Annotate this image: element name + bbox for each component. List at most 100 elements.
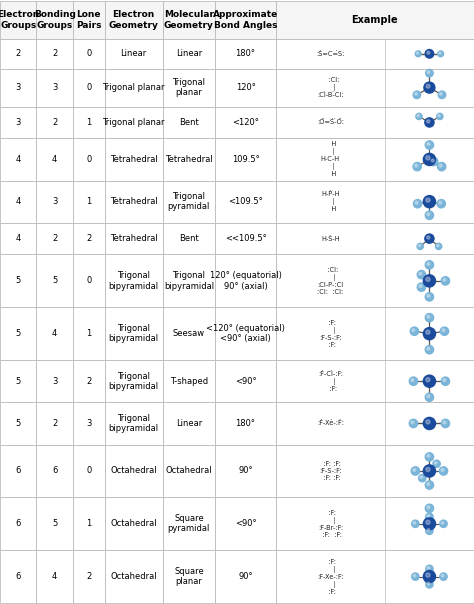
Text: <120° (equatorial)
<90° (axial): <120° (equatorial) <90° (axial): [206, 324, 285, 344]
Circle shape: [426, 378, 430, 382]
Circle shape: [427, 567, 430, 569]
Bar: [36, 1, 73, 39]
Circle shape: [426, 467, 430, 472]
Circle shape: [426, 85, 430, 88]
Bar: [215, 497, 276, 550]
Circle shape: [425, 141, 434, 149]
Bar: [105, 550, 163, 603]
Circle shape: [427, 143, 430, 146]
Text: 5: 5: [16, 329, 21, 338]
Circle shape: [426, 330, 430, 334]
Circle shape: [417, 271, 426, 279]
Text: 120°: 120°: [236, 83, 255, 92]
Circle shape: [427, 236, 430, 239]
Circle shape: [410, 327, 419, 335]
Text: 4: 4: [16, 155, 21, 164]
Text: Molecular
Geometry: Molecular Geometry: [164, 10, 214, 30]
Circle shape: [423, 275, 436, 287]
Text: 4: 4: [52, 155, 57, 164]
Circle shape: [427, 213, 430, 216]
Circle shape: [429, 158, 438, 165]
Text: Tetrahedral: Tetrahedral: [110, 234, 157, 243]
Circle shape: [423, 571, 436, 583]
Text: 4: 4: [16, 234, 21, 243]
Text: Trigonal planar: Trigonal planar: [102, 83, 165, 92]
Bar: [105, 445, 163, 497]
Circle shape: [441, 377, 449, 385]
Circle shape: [415, 51, 421, 57]
Circle shape: [425, 345, 434, 354]
Bar: [0, 307, 36, 360]
Circle shape: [425, 211, 434, 219]
Text: 120° (equatorial)
90° (axial): 120° (equatorial) 90° (axial): [210, 271, 282, 291]
Circle shape: [440, 327, 448, 335]
Circle shape: [411, 421, 414, 424]
Bar: [276, 1, 474, 39]
Bar: [0, 223, 36, 254]
Bar: [163, 360, 215, 402]
Circle shape: [417, 52, 419, 54]
Circle shape: [426, 565, 433, 573]
Bar: [36, 181, 73, 223]
Circle shape: [426, 580, 433, 588]
Text: 1: 1: [86, 329, 91, 338]
Circle shape: [417, 283, 426, 291]
Text: Tetrahedral: Tetrahedral: [110, 197, 157, 206]
Circle shape: [413, 162, 421, 171]
Bar: [163, 39, 215, 69]
Circle shape: [427, 528, 430, 531]
Circle shape: [437, 114, 443, 120]
Bar: [276, 402, 474, 445]
Bar: [0, 360, 36, 402]
Text: 4: 4: [16, 197, 21, 206]
Text: :Cl:
    |
:Cl-P-:Cl
:Cl:  :Cl:: :Cl: | :Cl-P-:Cl :Cl: :Cl:: [317, 267, 344, 295]
Circle shape: [437, 245, 439, 246]
Text: 0: 0: [86, 466, 91, 475]
Text: 4: 4: [52, 572, 57, 581]
Circle shape: [440, 520, 447, 527]
Text: T-shaped: T-shaped: [170, 377, 208, 386]
Text: 5: 5: [16, 419, 21, 428]
Text: 0: 0: [86, 50, 91, 59]
Bar: [276, 360, 474, 402]
Circle shape: [425, 118, 434, 127]
Circle shape: [425, 261, 434, 269]
Circle shape: [440, 573, 447, 580]
Circle shape: [425, 293, 434, 301]
Text: Octahedral: Octahedral: [110, 572, 157, 581]
Circle shape: [409, 419, 418, 428]
Text: :F:
    |
:F-S-:F:
  :F:: :F: | :F-S-:F: :F:: [319, 320, 342, 348]
Bar: [163, 69, 215, 107]
Bar: [215, 1, 276, 39]
Bar: [215, 445, 276, 497]
Bar: [163, 1, 215, 39]
Circle shape: [436, 243, 442, 249]
Bar: [276, 39, 474, 69]
Bar: [215, 402, 276, 445]
Circle shape: [438, 51, 444, 57]
Bar: [163, 223, 215, 254]
Text: 5: 5: [52, 277, 57, 285]
Circle shape: [423, 327, 436, 340]
Bar: [73, 307, 105, 360]
Bar: [276, 307, 474, 360]
Circle shape: [420, 476, 423, 478]
Text: 1: 1: [86, 519, 91, 528]
Circle shape: [413, 522, 416, 524]
Text: <120°: <120°: [232, 118, 259, 127]
Text: Trigonal
bipyramidal: Trigonal bipyramidal: [109, 271, 159, 291]
Text: 3: 3: [86, 419, 91, 428]
Bar: [0, 497, 36, 550]
Circle shape: [437, 199, 446, 208]
Circle shape: [413, 574, 416, 577]
Text: Bent: Bent: [179, 118, 199, 127]
Text: 6: 6: [16, 519, 21, 528]
Circle shape: [415, 201, 418, 204]
Text: 2: 2: [52, 118, 57, 127]
Bar: [163, 402, 215, 445]
Text: 2: 2: [86, 572, 91, 581]
Circle shape: [443, 421, 446, 424]
Text: Trigonal
bipyramidal: Trigonal bipyramidal: [164, 271, 214, 291]
Bar: [0, 445, 36, 497]
Text: Trigonal
pyramidal: Trigonal pyramidal: [168, 192, 210, 211]
